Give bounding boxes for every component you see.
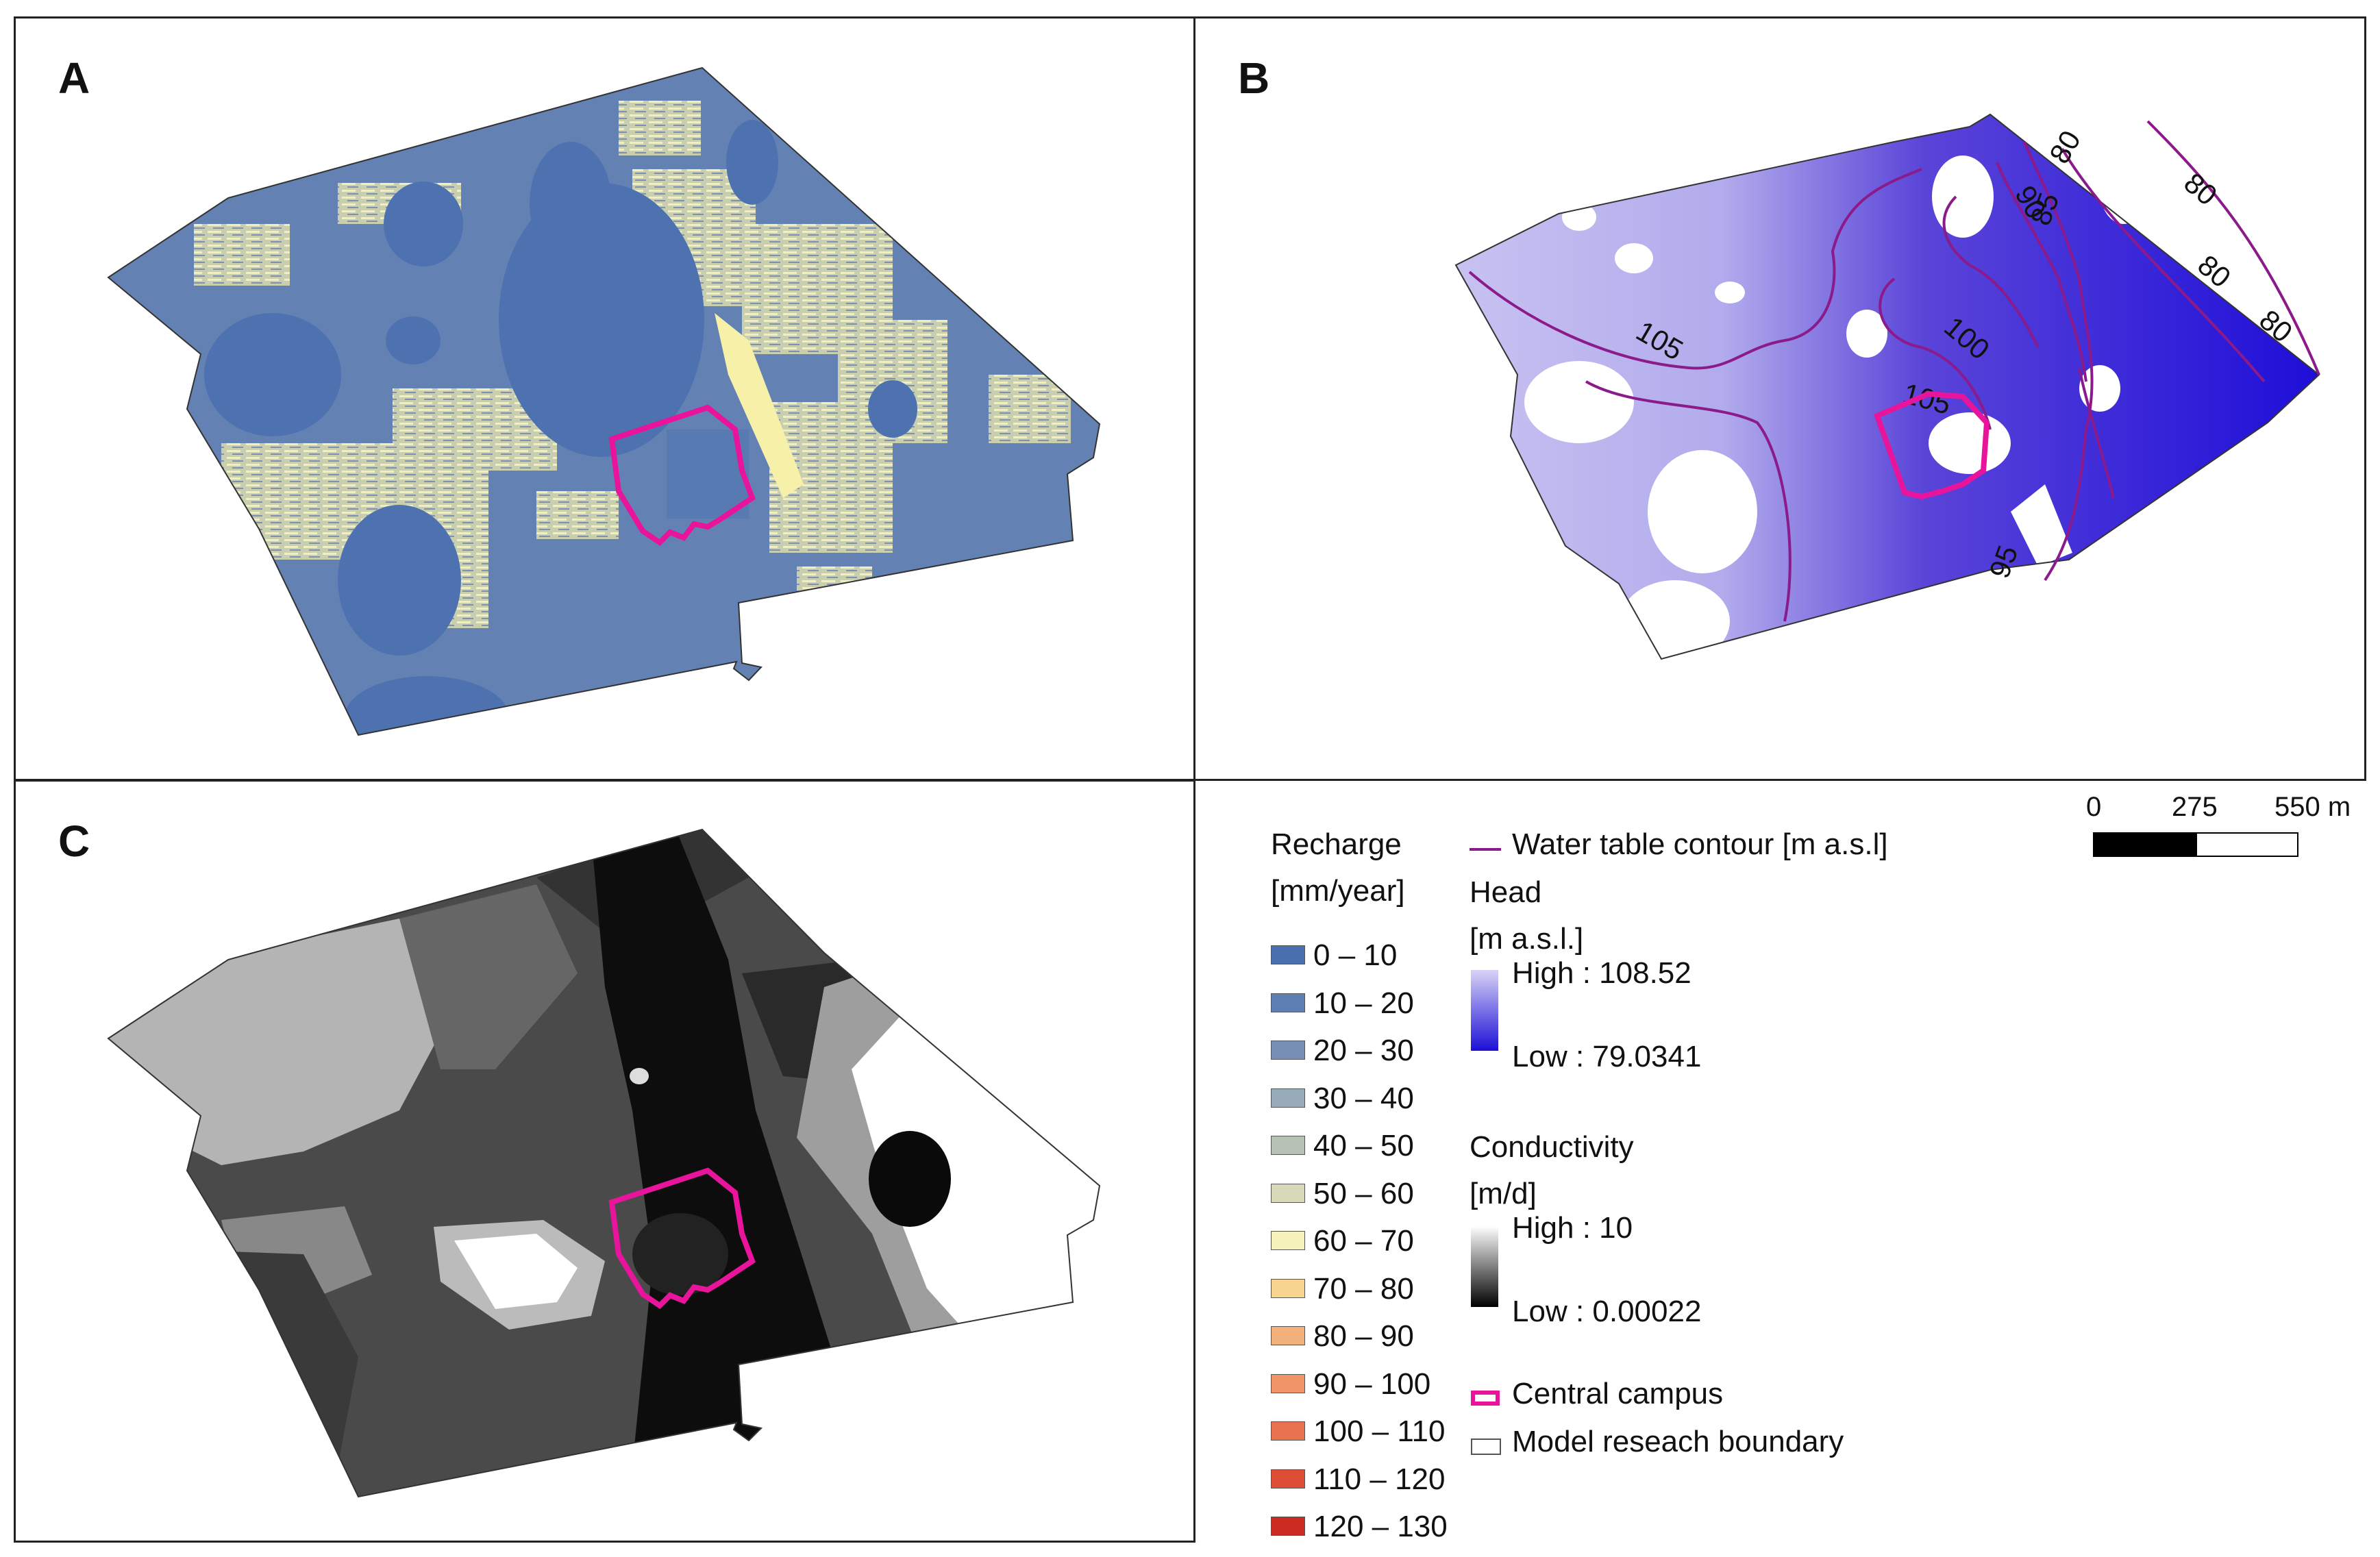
central-campus-label: Central campus: [1512, 1377, 1724, 1410]
contour-label: 80: [2178, 166, 2223, 212]
conductivity-low-label: Low : 0.00022: [1512, 1295, 1702, 1328]
recharge-class-swatch: [1271, 1041, 1305, 1060]
recharge-class-swatch: [1271, 1326, 1305, 1345]
recharge-class-label: 100 – 110: [1313, 1415, 1446, 1448]
recharge-class-swatch: [1271, 1517, 1305, 1536]
recharge-class-label: 0 – 10: [1313, 938, 1398, 972]
head-unit: [m a.s.l.]: [1470, 922, 1584, 956]
head-low-label: Low : 79.0341: [1512, 1040, 1702, 1073]
recharge-class-label: 80 – 90: [1313, 1319, 1414, 1353]
panel-b-letter: B: [1238, 53, 1270, 103]
recharge-title: Recharge: [1271, 827, 1402, 861]
recharge-unit: [mm/year]: [1271, 874, 1405, 908]
panel-c: C: [14, 780, 1195, 1543]
panel-a-letter: A: [58, 53, 90, 103]
central-campus-outline-b: [1873, 390, 1990, 500]
conductivity-color-ramp: [1471, 1226, 1498, 1307]
recharge-class-label: 120 – 130: [1313, 1510, 1448, 1543]
panel-c-map: [107, 828, 1101, 1498]
conductivity-high-label: High : 10: [1512, 1211, 1633, 1245]
recharge-class-swatch: [1271, 993, 1305, 1012]
recharge-class-swatch: [1271, 1373, 1305, 1393]
recharge-class-label: 90 – 100: [1313, 1367, 1431, 1401]
water-table-line-icon: [1470, 848, 1501, 851]
central-campus-outline-a: [608, 404, 756, 547]
recharge-class-label: 70 – 80: [1313, 1271, 1414, 1306]
recharge-class-swatch: [1271, 1183, 1305, 1203]
central-campus-outline-c: [608, 1167, 756, 1310]
recharge-class-swatch: [1271, 1136, 1305, 1155]
model-boundary-label: Model reseach boundary: [1512, 1425, 1844, 1458]
scale-bar-light-segment: [2196, 832, 2298, 857]
conductivity-title: Conductivity: [1470, 1130, 1634, 1164]
recharge-class-swatch: [1271, 1278, 1305, 1298]
head-color-ramp: [1471, 970, 1498, 1051]
conductivity-unit: [m/d]: [1470, 1177, 1537, 1210]
scale-label-0: 0: [2086, 792, 2102, 822]
panel-a-map: [107, 66, 1101, 736]
recharge-class-label: 30 – 40: [1313, 1081, 1414, 1115]
recharge-class-swatch: [1271, 1088, 1305, 1108]
recharge-class-label: 110 – 120: [1313, 1462, 1446, 1496]
central-campus-swatch: [1471, 1391, 1500, 1406]
recharge-class-swatch: [1271, 1421, 1305, 1441]
panel-a: A: [14, 16, 1195, 781]
model-boundary-swatch: [1471, 1438, 1501, 1455]
panel-c-letter: C: [58, 817, 90, 866]
scale-label-550: 550 m: [2274, 792, 2351, 822]
recharge-class-swatch: [1271, 1231, 1305, 1250]
head-title: Head: [1470, 875, 1542, 909]
scale-label-275: 275: [2172, 792, 2218, 822]
recharge-class-label: 50 – 60: [1313, 1176, 1414, 1210]
panel-b-map: 80 80 80 80 90 85 100 105 105 95: [1454, 113, 2320, 660]
legend: Recharge [mm/year] 0 – 10 10 – 20 20 – 30 3…: [1195, 781, 2380, 1557]
water-table-label: Water table contour [m a.s.l]: [1512, 827, 1888, 861]
head-high-label: High : 108.52: [1512, 956, 1691, 990]
recharge-class-label: 60 – 70: [1313, 1224, 1414, 1258]
recharge-class-label: 10 – 20: [1313, 986, 1414, 1020]
recharge-class-swatch: [1271, 945, 1305, 964]
recharge-class-swatch: [1271, 1469, 1305, 1489]
recharge-class-label: 20 – 30: [1313, 1034, 1414, 1067]
scale-bar: [2093, 832, 2298, 860]
recharge-class-label: 40 – 50: [1313, 1129, 1414, 1162]
panel-b: 80 80 80 80 90 85 100 105 105 95 B: [1193, 16, 2366, 781]
scale-bar-dark-segment: [2093, 832, 2196, 857]
